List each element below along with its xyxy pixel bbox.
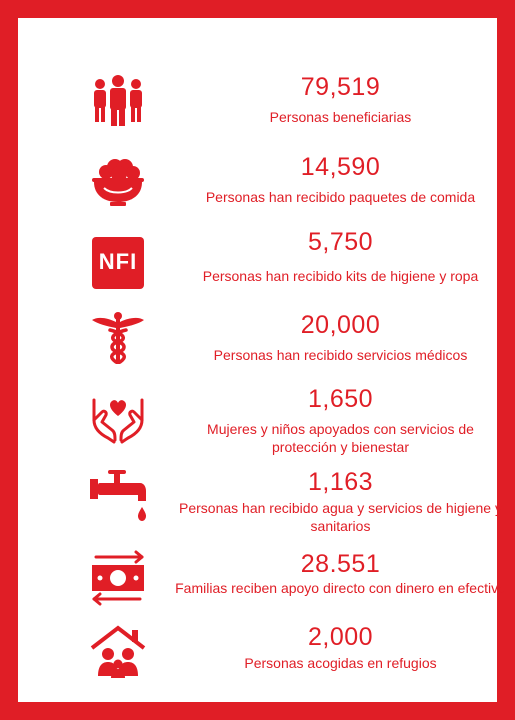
stat-value: 79,519 xyxy=(300,73,381,101)
stat-label: Personas acogidas en refugios xyxy=(244,655,437,671)
house-shelter-icon xyxy=(88,622,148,682)
stat-value: 28.551 xyxy=(300,550,381,578)
stat-value: 1,163 xyxy=(307,468,374,496)
stat-label: Personas han recibido servicios médicos xyxy=(213,347,468,363)
stat-value: 1,650 xyxy=(307,385,374,413)
stat-label: Personas beneficiarias xyxy=(269,109,412,125)
stat-value: 20,000 xyxy=(300,311,381,339)
stat-label: Personas han recibido kits de higiene y … xyxy=(202,268,479,284)
stat-value: 2,000 xyxy=(307,623,374,651)
hands-heart-icon xyxy=(88,388,148,448)
stat-value: 5,750 xyxy=(307,228,374,256)
nfi-badge-text: NFI xyxy=(98,249,138,274)
stat-label: Personas han recibido paquetes de comida xyxy=(205,189,476,205)
water-tap-icon xyxy=(88,465,148,525)
food-bowl-icon xyxy=(88,150,148,210)
caduceus-icon xyxy=(88,308,148,368)
nfi-badge-icon: NFI xyxy=(88,233,148,293)
stat-value: 14,590 xyxy=(300,153,381,181)
stat-label: Familias reciben apoyo directo con diner… xyxy=(175,580,506,596)
stat-label: Mujeres y niños apoyados con servicios d… xyxy=(207,421,474,455)
stat-label: Personas han recibido agua y servicios d… xyxy=(179,500,502,534)
cash-transfer-icon xyxy=(88,549,148,609)
people-group-icon xyxy=(88,70,148,130)
